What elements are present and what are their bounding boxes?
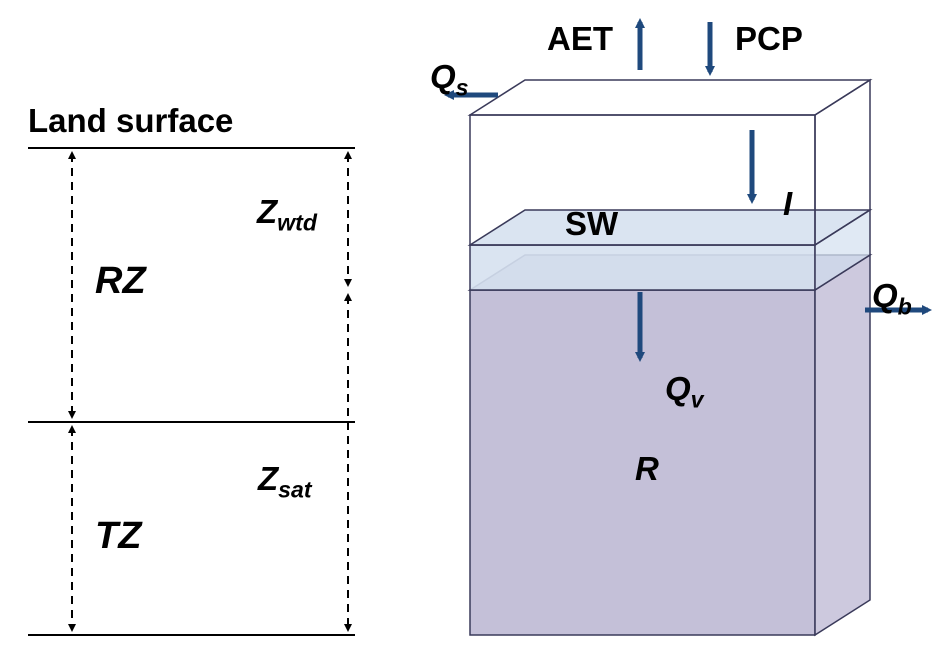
label-r: R: [635, 450, 659, 488]
diagram-canvas: [0, 0, 949, 672]
label-i: I: [783, 185, 792, 223]
label-zsat: Zsat: [258, 460, 312, 504]
label-qb: Qb: [872, 277, 912, 321]
label-rz: RZ: [95, 260, 146, 303]
label-sw: SW: [565, 205, 618, 243]
label-zwtd: Zwtd: [257, 193, 317, 237]
label-land-surface: Land surface: [28, 102, 233, 140]
label-qv: Qv: [665, 370, 704, 414]
label-pcp: PCP: [735, 20, 803, 58]
label-qs: Qs: [430, 58, 469, 102]
label-aet: AET: [547, 20, 613, 58]
label-tz: TZ: [95, 515, 141, 558]
